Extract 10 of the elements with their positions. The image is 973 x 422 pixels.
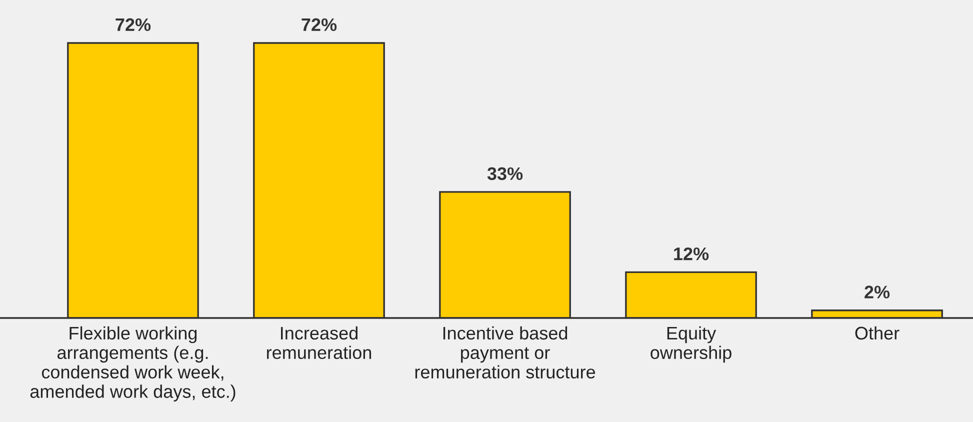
x-tick-label: Increased remuneration	[267, 326, 372, 360]
data-label: 72%	[116, 18, 151, 32]
x-tick-label: Equity ownership	[650, 326, 732, 363]
data-label: 72%	[302, 18, 337, 32]
data-label: 12%	[674, 247, 709, 260]
x-tick-label: Flexible working arrangements (e.g. condensed work week, amended work days, etc.)	[30, 326, 236, 402]
data-label: 2%	[864, 286, 890, 298]
x-tick-label: Other	[855, 326, 900, 340]
data-label: 33%	[487, 167, 523, 180]
x-tick-label: Incentive based payment or remuneration structure	[415, 326, 596, 378]
